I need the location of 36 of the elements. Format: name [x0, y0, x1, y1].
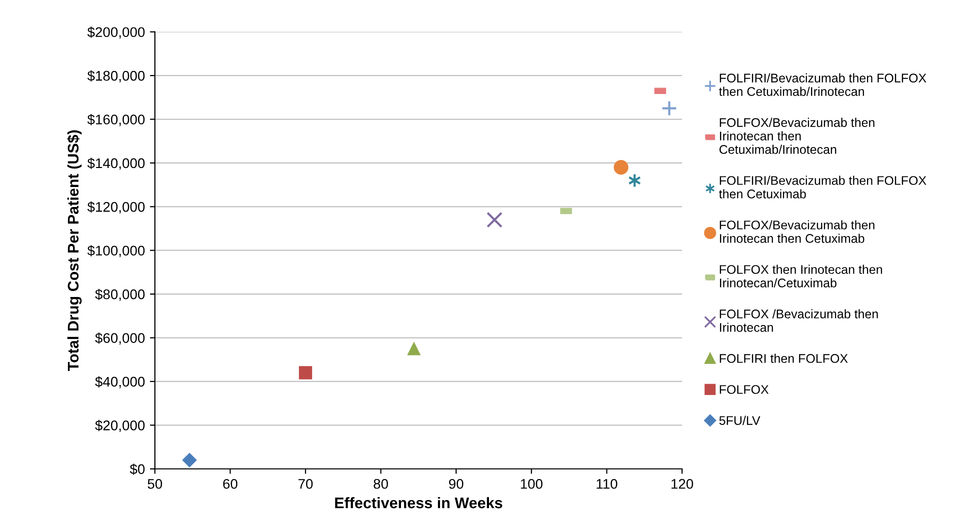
y-tick-label: $20,000: [95, 420, 145, 432]
point: [298, 366, 312, 380]
legend-label: FOLFOX/Bevacizumab then Irinotecan then Cetuximab/Irinotecan: [719, 118, 874, 154]
point: [182, 452, 197, 468]
point: [486, 212, 503, 228]
x-tick-label: 60: [223, 478, 238, 489]
legend-label: FOLFIRI then FOLFOX: [720, 354, 848, 363]
y-tick-label: $180,000: [87, 70, 145, 82]
point: [407, 342, 421, 356]
x-tick-label: 100: [520, 478, 542, 489]
y-tick-label: $80,000: [95, 288, 145, 301]
point: [614, 160, 628, 175]
legend-label: FOLFIRI/Bevacizumab then FOLFOX then Cetuximab/Irinotecan: [719, 73, 926, 96]
y-tick-label: $120,000: [87, 201, 145, 214]
legend-label: FOLFOX then Irinotecan then Irinotecan/Cetuximab: [720, 264, 882, 288]
y-tick-label: $40,000: [95, 376, 145, 388]
y-axis-title: Total Drug Cost Per Patient (US$): [67, 130, 82, 372]
legend-label: 5FU/LV: [719, 416, 760, 425]
x-tick-label: 50: [148, 478, 162, 489]
y-tick-label: $60,000: [95, 332, 145, 345]
x-tick-label: 110: [596, 478, 618, 489]
legend-label: FOLFOX /Bevacizumab then Irinotecan: [720, 309, 878, 332]
legend-label: FOLFOX: [720, 385, 769, 394]
y-tick-label: $0: [130, 464, 145, 475]
x-tick-label: 90: [449, 478, 464, 489]
legend-label: FOLFOX/Bevacizumab then Irinotecan then Cetuximab: [720, 220, 874, 243]
x-tick-label: 80: [374, 478, 388, 489]
y-tick-label: $140,000: [87, 158, 145, 170]
y-tick-label: $200,000: [87, 26, 145, 39]
legend-label: FOLFIRI/Bevacizumab then FOLFOX then Cetuximab: [719, 176, 926, 198]
x-tick-label: 120: [672, 478, 694, 489]
x-tick-label: 70: [298, 478, 313, 489]
y-tick-label: $160,000: [87, 114, 145, 126]
point: [661, 100, 678, 116]
x-axis-title: Effectiveness in Weeks: [335, 497, 502, 508]
y-tick-label: $100,000: [87, 245, 145, 258]
